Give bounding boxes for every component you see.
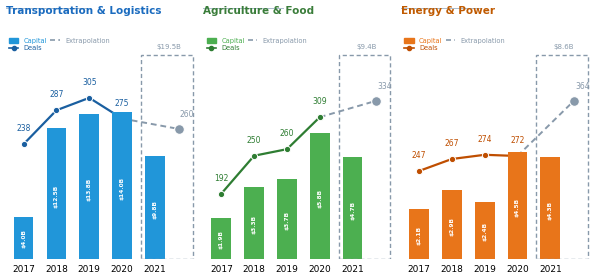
Bar <box>343 157 362 259</box>
Text: $9.4B: $9.4B <box>356 45 377 50</box>
Bar <box>536 55 588 259</box>
Text: 267: 267 <box>445 139 459 148</box>
Text: $5.8B: $5.8B <box>317 189 322 208</box>
Text: $1.9B: $1.9B <box>219 230 224 249</box>
Bar <box>508 152 527 259</box>
Text: $13.8B: $13.8B <box>87 178 92 201</box>
Legend: Capital, Deals, Extrapolation: Capital, Deals, Extrapolation <box>404 38 505 51</box>
Text: Agriculture & Food: Agriculture & Food <box>203 6 314 16</box>
Text: 334: 334 <box>377 82 392 91</box>
Text: $9.8B: $9.8B <box>152 200 157 219</box>
Text: 305: 305 <box>82 78 97 87</box>
Text: $4.7B: $4.7B <box>350 200 355 220</box>
Text: Energy & Power: Energy & Power <box>401 6 495 16</box>
Bar <box>338 55 391 259</box>
Bar <box>211 218 231 259</box>
Text: 250: 250 <box>247 136 262 145</box>
Text: 130: 130 <box>148 199 162 208</box>
Text: 260: 260 <box>180 110 194 119</box>
Bar <box>244 187 264 259</box>
Bar <box>541 157 560 259</box>
Text: 192: 192 <box>214 174 229 183</box>
Text: $19.5B: $19.5B <box>157 45 181 50</box>
Text: 275: 275 <box>115 99 130 108</box>
Text: $4.0B: $4.0B <box>21 230 26 248</box>
Bar <box>409 209 429 259</box>
Text: $4.5B: $4.5B <box>515 198 520 217</box>
Text: 182: 182 <box>543 190 557 199</box>
Text: 238: 238 <box>16 124 31 133</box>
Bar <box>47 128 67 259</box>
Text: 287: 287 <box>49 90 64 99</box>
Bar <box>141 55 193 259</box>
Text: $2.4B: $2.4B <box>482 222 487 241</box>
Bar <box>442 190 461 259</box>
Bar <box>475 202 494 259</box>
Text: Transportation & Logistics: Transportation & Logistics <box>5 6 161 16</box>
Bar <box>79 114 99 259</box>
Text: $2.9B: $2.9B <box>449 217 454 235</box>
Bar <box>14 217 34 259</box>
Bar <box>145 156 165 259</box>
Text: 309: 309 <box>313 97 327 106</box>
Text: 167: 167 <box>346 190 360 199</box>
Text: 247: 247 <box>412 151 426 160</box>
Text: $12.5B: $12.5B <box>54 185 59 208</box>
Bar <box>112 112 132 259</box>
Text: 274: 274 <box>478 135 492 144</box>
Text: $4.3B: $4.3B <box>548 200 553 220</box>
Text: $3.3B: $3.3B <box>251 215 257 234</box>
Text: 272: 272 <box>511 136 524 145</box>
Bar <box>310 133 329 259</box>
Text: $8.6B: $8.6B <box>554 45 574 50</box>
Text: $14.0B: $14.0B <box>119 177 125 200</box>
Bar <box>277 179 297 259</box>
Text: 364: 364 <box>575 82 590 91</box>
Text: $3.7B: $3.7B <box>284 211 289 230</box>
Legend: Capital, Deals, Extrapolation: Capital, Deals, Extrapolation <box>9 38 110 51</box>
Legend: Capital, Deals, Extrapolation: Capital, Deals, Extrapolation <box>206 38 307 51</box>
Text: $2.1B: $2.1B <box>416 226 421 245</box>
Text: 260: 260 <box>280 129 294 138</box>
